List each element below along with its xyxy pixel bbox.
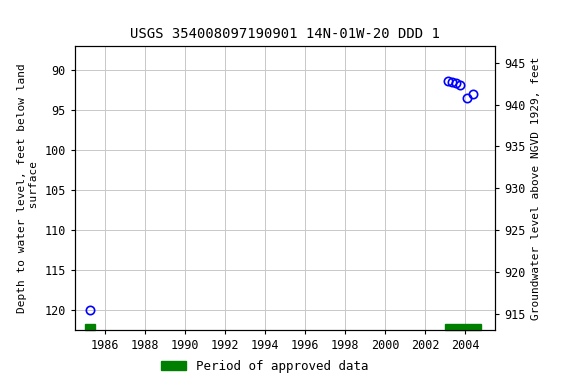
Bar <box>445 324 482 330</box>
Y-axis label: Groundwater level above NGVD 1929, feet: Groundwater level above NGVD 1929, feet <box>531 56 541 320</box>
Y-axis label: Depth to water level, feet below land
 surface: Depth to water level, feet below land su… <box>17 63 39 313</box>
Legend: Period of approved data: Period of approved data <box>156 355 374 378</box>
Title: USGS 354008097190901 14N-01W-20 DDD 1: USGS 354008097190901 14N-01W-20 DDD 1 <box>130 27 440 41</box>
Bar <box>85 324 95 330</box>
